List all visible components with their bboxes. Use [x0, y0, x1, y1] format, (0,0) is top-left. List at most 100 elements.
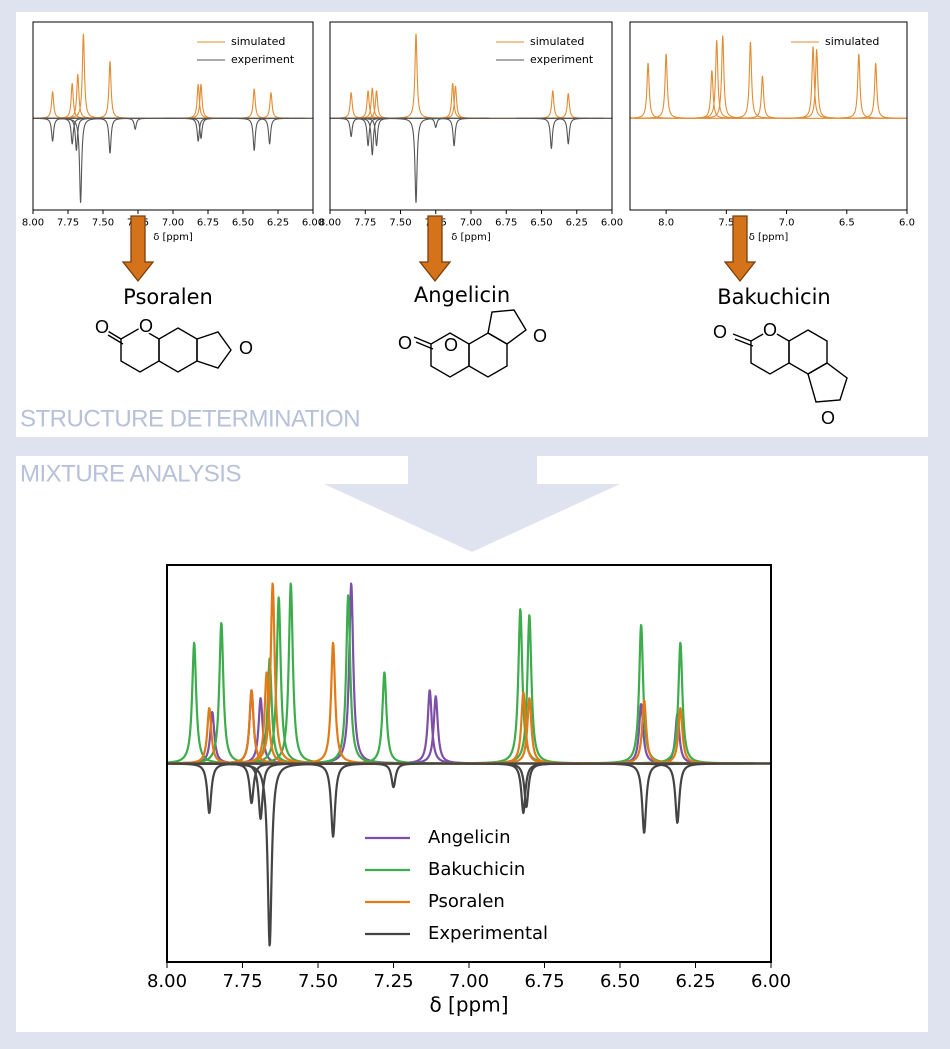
legend-label: Experimental [428, 923, 548, 944]
x-tick-label: 7.5 [718, 218, 734, 229]
x-tick-label: 7.75 [57, 218, 79, 229]
legend-label: Psoralen [428, 891, 505, 912]
peak [732, 75, 793, 119]
x-tick-label: 6.50 [232, 218, 254, 229]
x-tick-label: 6.50 [530, 218, 552, 229]
carbonyl-bond [734, 338, 754, 347]
peak [400, 117, 472, 128]
atom-mask [238, 340, 254, 356]
big-arrow [324, 456, 620, 552]
peak [99, 117, 171, 130]
peak [515, 117, 587, 150]
x-tick-label: 6.25 [675, 971, 715, 992]
atom-label: O [95, 317, 109, 337]
atom-label: O [398, 333, 412, 353]
compound-name: Bakuchicin [717, 285, 830, 309]
atom-label: O [713, 322, 727, 342]
x-tick-label: 6.00 [751, 971, 791, 992]
ring [196, 331, 232, 369]
ring [807, 362, 848, 403]
x-tick-label: 8.00 [147, 971, 187, 992]
x-axis-label: δ [ppm] [153, 232, 193, 243]
x-tick-label: 8.0 [658, 218, 674, 229]
legend-label: simulated [530, 35, 584, 48]
plot-area [630, 35, 907, 119]
x-tick-label: 7.50 [389, 218, 411, 229]
atom-label: O [763, 320, 777, 340]
x-tick-label: 6.00 [601, 218, 623, 229]
atom-label: O [139, 316, 153, 336]
peak [630, 62, 679, 119]
x-tick-label: 8.00 [22, 218, 44, 229]
peak [257, 762, 410, 838]
x-tick-label: 7.0 [779, 218, 795, 229]
atom-mask [532, 328, 548, 344]
x-tick-label: 7.00 [162, 218, 184, 229]
peak [330, 117, 387, 138]
x-tick-label: 7.75 [354, 218, 376, 229]
x-axis-label: δ [ppm] [429, 992, 508, 1016]
x-tick-label: 6.75 [524, 971, 564, 992]
atom-label: O [239, 338, 253, 358]
atom-mask [762, 322, 778, 338]
plot-area [33, 33, 313, 203]
peak [720, 41, 781, 119]
x-tick-label: 7.75 [222, 971, 262, 992]
x-tick-label: 7.50 [298, 971, 338, 992]
down-arrow [418, 215, 452, 283]
legend-label: simulated [231, 35, 285, 48]
peak [418, 117, 490, 147]
section-label: MIXTURE ANALYSIS [20, 460, 241, 487]
atom-mask [820, 410, 836, 426]
compound-name: Psoralen [123, 285, 213, 309]
peak [828, 53, 890, 119]
x-tick-label: 7.00 [449, 971, 489, 992]
peak [74, 117, 146, 154]
x-tick-label: 6.0 [899, 218, 915, 229]
section-label: STRUCTURE DETERMINATION [20, 405, 360, 432]
carbonyl-bond [413, 336, 432, 345]
x-tick-label: 6.75 [495, 218, 517, 229]
legend-label: experiment [530, 53, 594, 66]
atom-label: O [444, 335, 458, 355]
peak [532, 117, 604, 145]
peak [234, 117, 305, 145]
atom-mask [138, 318, 154, 334]
plot-area [167, 582, 771, 947]
x-tick-label: 6.50 [600, 971, 640, 992]
atom-mask [712, 324, 728, 340]
axes-frame [629, 21, 908, 211]
down-arrow [121, 215, 155, 283]
ring [487, 309, 527, 345]
atom-mask [397, 335, 413, 351]
x-tick-label: 8.00 [319, 218, 341, 229]
legend-label: Angelicin [428, 827, 511, 848]
x-tick-label: 7.25 [373, 971, 413, 992]
down-arrow [723, 215, 757, 283]
carbonyl-bond [732, 333, 752, 342]
x-axis-label: δ [ppm] [451, 232, 491, 243]
x-tick-label: 6.00 [302, 218, 324, 229]
atom-label: O [533, 326, 547, 346]
plot-area [330, 33, 612, 203]
x-axis-label: δ [ppm] [749, 232, 789, 243]
peak [317, 762, 470, 789]
compound-name: Angelicin [414, 283, 510, 307]
x-tick-label: 6.5 [839, 218, 855, 229]
x-tick-label: 6.75 [197, 218, 219, 229]
x-tick-label: 7.50 [92, 218, 114, 229]
legend-label: Bakuchicin [428, 859, 525, 880]
peak [845, 62, 907, 119]
x-tick-label: 7.00 [460, 218, 482, 229]
atom-label: O [821, 408, 835, 428]
atom-mask [443, 337, 459, 353]
legend-label: simulated [825, 35, 879, 48]
legend-label: experiment [231, 53, 295, 66]
carbonyl-bond [415, 341, 434, 350]
x-tick-label: 6.25 [566, 218, 588, 229]
peak [601, 762, 754, 824]
carbonyl-bond [107, 334, 124, 345]
structures [105, 309, 848, 403]
atom-mask [94, 319, 110, 335]
